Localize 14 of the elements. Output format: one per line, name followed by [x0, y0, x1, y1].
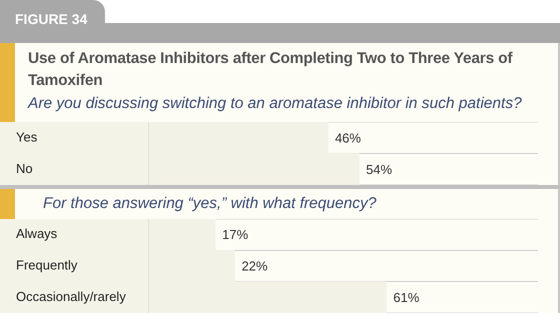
data-label: 17% — [222, 227, 249, 242]
y-tick-label: Frequently — [16, 258, 78, 273]
caption: FIGURE 34 — [0, 0, 106, 30]
y-tick-label: Yes — [16, 129, 38, 144]
y-tick-label: No — [16, 160, 33, 176]
y-tick-label: Always — [16, 226, 58, 242]
chart-subtitle: For those answering “yes,” with what frequency? — [43, 194, 378, 214]
data-label: 54% — [366, 162, 393, 177]
chart-title: Use of Aromatase Inhibitors after Completing Two to Three Years of Tamoxifen — [28, 49, 514, 91]
data-label: 61% — [393, 290, 420, 305]
y-tick-label: Occasionally/rarely — [16, 288, 126, 304]
data-label: 22% — [242, 258, 268, 274]
data-label: 46% — [334, 130, 362, 146]
chart-subtitle: Are you discussing switching to an aromatase inhibitor in such patients? — [28, 94, 523, 114]
